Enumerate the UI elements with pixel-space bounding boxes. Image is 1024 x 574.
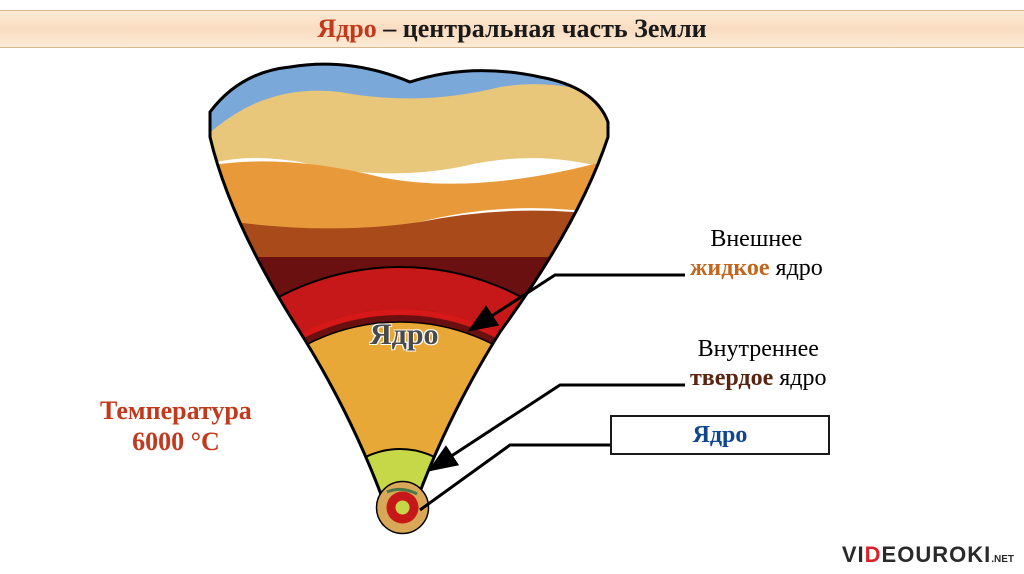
- earth-core-diagram: [200, 52, 620, 532]
- title-rest: центральная часть Земли: [403, 14, 707, 43]
- temperature-label: Температура 6000 °С: [100, 395, 252, 457]
- outer-rest: ядро: [770, 255, 823, 281]
- outer-accent: жидкое: [690, 255, 770, 281]
- core-center-label: Ядро: [370, 318, 439, 352]
- title-accent: Ядро: [317, 14, 376, 43]
- inner-accent: твердое: [690, 365, 773, 391]
- page-title: Ядро – центральная часть Земли: [317, 14, 706, 44]
- core-box-text: Ядро: [693, 422, 748, 449]
- inner-line1: Внутреннее: [698, 336, 819, 362]
- wm-p1: VI: [842, 542, 865, 567]
- wm-suffix: .NET: [991, 554, 1014, 565]
- wm-red: D: [865, 542, 882, 567]
- watermark: VIDEOUROKI.NET: [842, 542, 1014, 568]
- mini-globe-icon: [375, 480, 430, 535]
- diagram-svg: [200, 52, 620, 532]
- title-bar: Ядро – центральная часть Земли: [0, 10, 1024, 48]
- temp-line1: Температура: [100, 396, 252, 425]
- callout-outer-core: Внешнее жидкое ядро: [690, 225, 823, 283]
- outer-line1: Внешнее: [710, 226, 802, 252]
- temp-line2: 6000 °С: [132, 427, 220, 456]
- inner-rest: ядро: [773, 365, 826, 391]
- core-box-label: Ядро: [610, 415, 830, 455]
- wm-p2: EOUROKI: [882, 542, 992, 567]
- callout-inner-core: Внутреннее твердое ядро: [690, 335, 826, 393]
- title-sep: –: [377, 14, 403, 43]
